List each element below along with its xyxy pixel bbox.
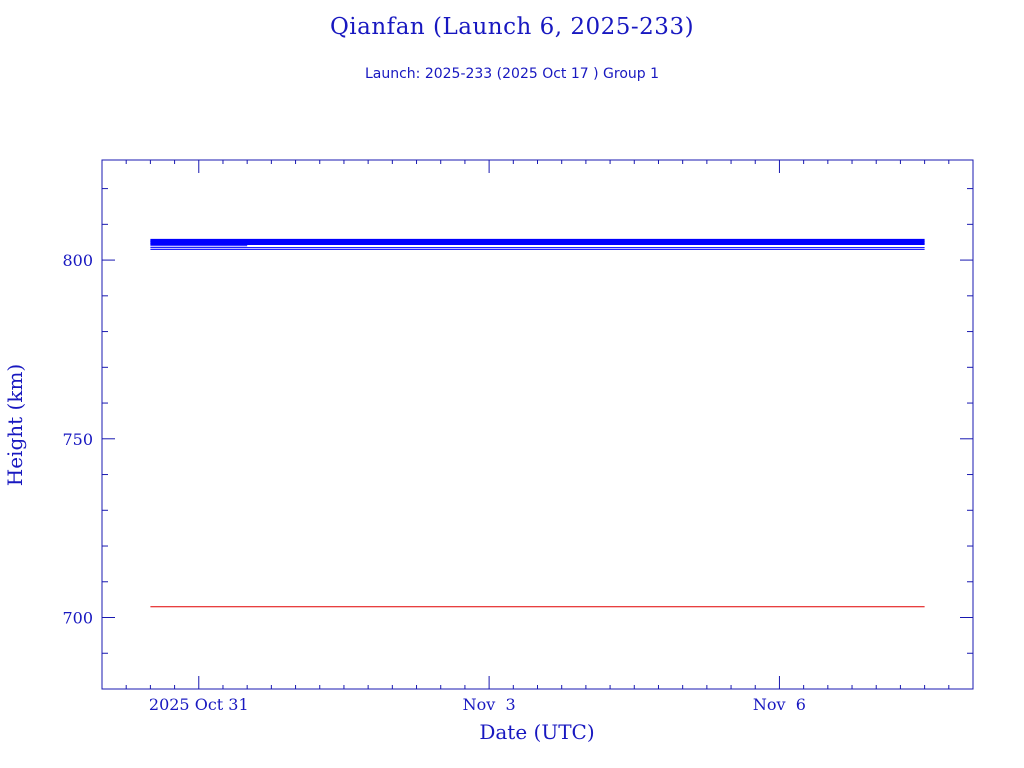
x-axis-label: Date (UTC) [479,720,594,744]
major-ticks [102,160,973,689]
series-layer [150,238,925,608]
y-tick-label: 800 [62,251,93,270]
chart-title: Qianfan (Launch 6, 2025-233) [329,14,695,40]
y-axis-label: Height (km) [3,364,27,486]
plot-frame [101,159,974,690]
y-tick-label: 750 [62,430,93,449]
y-tick-label: 700 [62,609,93,628]
x-tick-label: 2025 Oct 31 [149,695,249,714]
chart-subtitle: Launch: 2025-233 (2025 Oct 17 ) Group 1 [364,66,660,82]
tick-labels: 2025 Oct 31 Nov 3 Nov 6 700 750 800 [62,251,806,714]
x-tick-label: Nov 3 [463,695,516,714]
x-tick-label: Nov 6 [753,695,806,714]
